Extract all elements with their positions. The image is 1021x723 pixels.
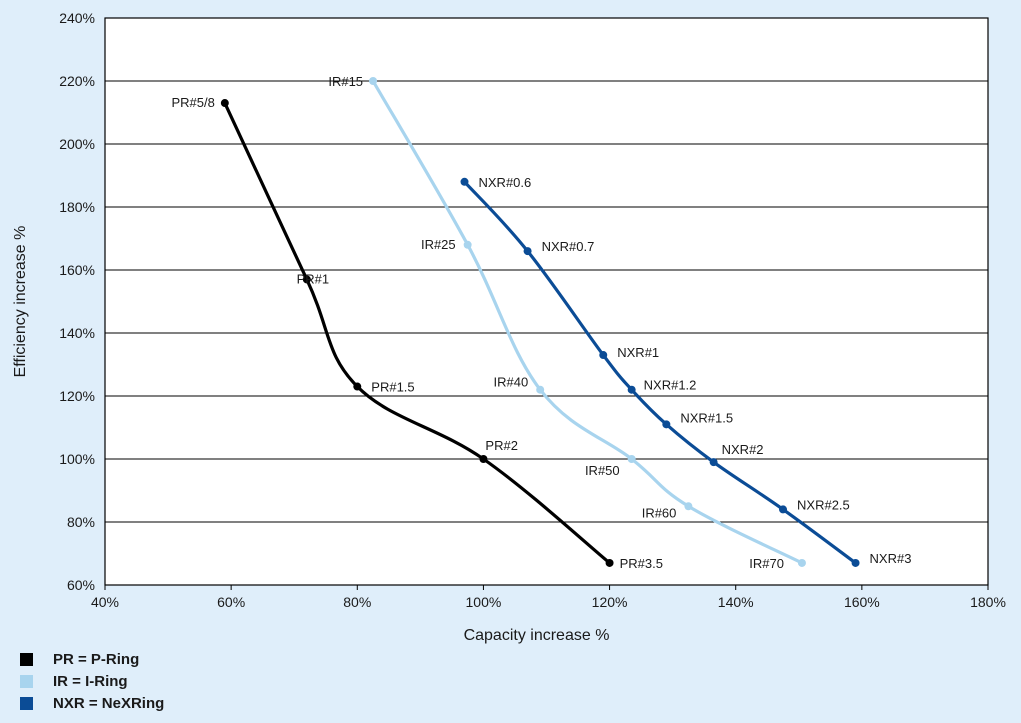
- data-label: IR#25: [421, 237, 456, 252]
- data-point: [851, 558, 860, 567]
- data-point: [627, 385, 636, 394]
- data-label: NXR#2: [722, 442, 764, 457]
- data-point: [302, 275, 311, 284]
- data-point: [536, 385, 545, 394]
- x-tick-label: 140%: [718, 594, 754, 610]
- x-tick-label: 100%: [466, 594, 502, 610]
- data-point: [463, 240, 472, 249]
- x-tick-label: 180%: [970, 594, 1006, 610]
- data-label: IR#40: [493, 375, 528, 390]
- data-point: [797, 558, 806, 567]
- data-label: PR#1.5: [371, 380, 414, 395]
- data-label: NXR#0.7: [542, 239, 595, 254]
- y-tick-label: 220%: [59, 73, 95, 89]
- legend-item-ir: IR = I-Ring: [20, 670, 164, 692]
- data-label: PR#3.5: [620, 556, 663, 571]
- data-point: [605, 558, 614, 567]
- data-point: [369, 77, 378, 85]
- y-tick-label: 180%: [59, 199, 95, 215]
- data-point: [627, 455, 636, 463]
- data-label: NXR#0.6: [479, 175, 532, 190]
- data-label: PR#1: [297, 271, 330, 286]
- data-point: [779, 505, 788, 514]
- x-tick-label: 80%: [343, 594, 371, 610]
- legend-item-pr: PR = P-Ring: [20, 648, 164, 670]
- data-point: [479, 455, 488, 463]
- x-tick-label: 120%: [592, 594, 628, 610]
- legend-swatch-pr: [20, 652, 33, 666]
- legend-item-nxr: NXR = NeXRing: [20, 692, 164, 714]
- data-label: NXR#1.5: [680, 410, 733, 425]
- legend-label-pr: PR = P-Ring: [53, 650, 140, 668]
- plot-area: [105, 18, 988, 585]
- data-label: IR#15: [328, 74, 363, 89]
- data-label: NXR#1.2: [644, 378, 697, 393]
- legend-label-ir: IR = I-Ring: [53, 672, 128, 690]
- y-tick-label: 80%: [67, 514, 95, 530]
- x-axis-title: Capacity increase %: [464, 627, 610, 644]
- data-point: [523, 247, 532, 256]
- y-tick-label: 240%: [59, 10, 95, 26]
- data-label: NXR#1: [617, 345, 659, 360]
- y-tick-label: 200%: [59, 136, 95, 152]
- legend-swatch-ir: [20, 674, 33, 688]
- data-label: IR#60: [642, 505, 677, 520]
- plot-border: [104, 17, 989, 586]
- data-label: NXR#2.5: [797, 497, 850, 512]
- data-point: [662, 420, 671, 429]
- data-label: IR#50: [585, 463, 620, 478]
- data-point: [220, 99, 229, 108]
- legend-swatch-nxr: [20, 696, 33, 710]
- x-tick-label: 160%: [844, 594, 880, 610]
- data-point: [353, 382, 362, 391]
- y-tick-label: 140%: [59, 325, 95, 341]
- x-tick-label: 40%: [91, 594, 119, 610]
- data-point: [599, 351, 608, 360]
- y-tick-label: 160%: [59, 262, 95, 278]
- data-label: PR#2: [485, 438, 518, 453]
- y-tick-label: 100%: [59, 451, 95, 467]
- data-label: NXR#3: [870, 551, 912, 566]
- legend-label-nxr: NXR = NeXRing: [53, 694, 165, 712]
- y-axis-title: Efficiency increase %: [12, 226, 29, 378]
- data-point: [709, 458, 718, 467]
- y-tick-label: 60%: [67, 577, 95, 593]
- y-tick-label: 120%: [59, 388, 95, 404]
- series-line: [371, 79, 804, 565]
- legend: PR = P-Ring IR = I-Ring NXR = NeXRing: [20, 648, 164, 714]
- x-tick-label: 60%: [217, 594, 245, 610]
- data-label: PR#5/8: [171, 95, 214, 110]
- data-point: [684, 502, 693, 511]
- chart: 60% 80% 100% 120% 140% 160% 180% 200% 220% 240% 40…: [12, 10, 1006, 644]
- data-label: IR#70: [749, 556, 784, 571]
- data-point: [460, 177, 469, 186]
